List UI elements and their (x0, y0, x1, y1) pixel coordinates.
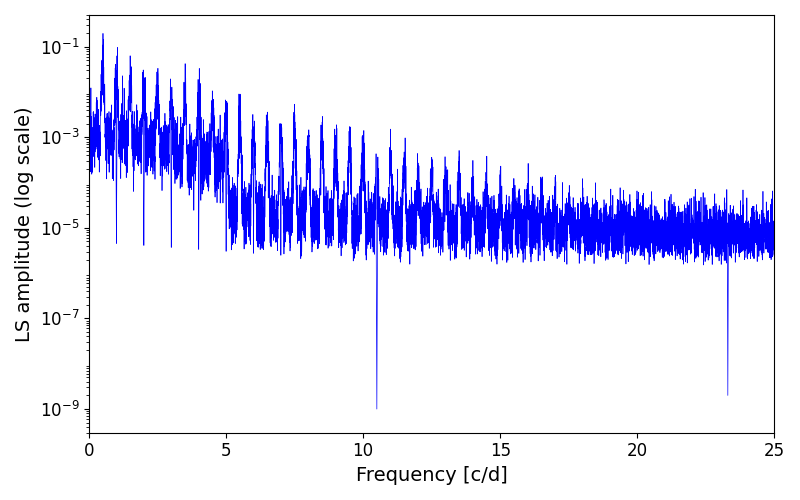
Y-axis label: LS amplitude (log scale): LS amplitude (log scale) (15, 106, 34, 342)
X-axis label: Frequency [c/d]: Frequency [c/d] (356, 466, 507, 485)
